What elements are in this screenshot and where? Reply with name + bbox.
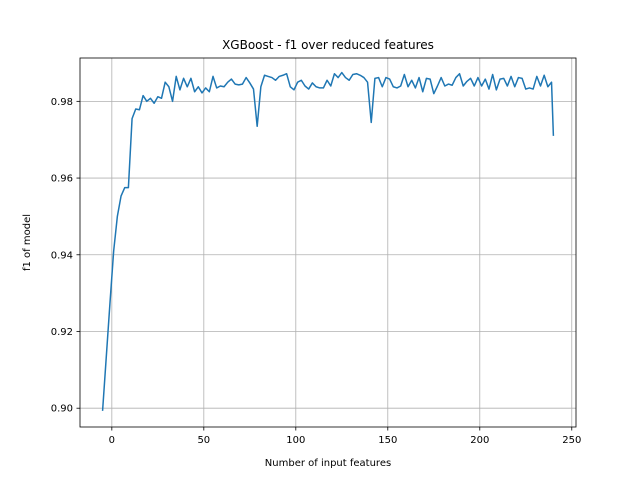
y-tick-label: 0.98	[51, 97, 73, 108]
y-tick-label: 0.96	[51, 174, 73, 185]
grid	[80, 58, 576, 427]
y-tick-label: 0.92	[51, 327, 73, 338]
x-tick-label: 100	[286, 435, 305, 446]
x-tick-label: 200	[470, 435, 489, 446]
plot-frame	[79, 57, 577, 428]
series-line	[101, 71, 555, 411]
x-tick-label: 250	[562, 435, 581, 446]
x-axis-label: Number of input features	[265, 458, 391, 469]
chart-title: XGBoost - f1 over reduced features	[222, 38, 434, 52]
y-tick-label: 0.94	[51, 250, 73, 261]
plot-area	[80, 58, 576, 427]
y-axis-label: f1 of model	[22, 214, 33, 271]
y-tick-label: 0.90	[51, 404, 73, 415]
x-tick-label: 150	[378, 435, 397, 446]
x-axis: 0 50 100 150 200 250	[109, 427, 581, 446]
x-tick-label: 0	[109, 435, 115, 446]
x-tick-label: 50	[197, 435, 210, 446]
y-axis: 0.90 0.92 0.94 0.96 0.98	[51, 97, 80, 415]
series-layer	[101, 71, 555, 411]
